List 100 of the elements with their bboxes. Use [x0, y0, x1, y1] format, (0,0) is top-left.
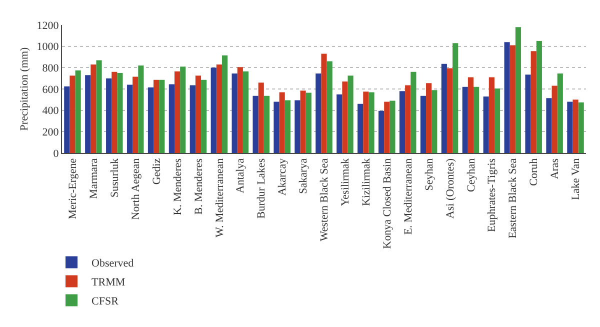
x-tick-label: North Aegean — [130, 158, 142, 220]
x-tick-label: Ceyhan — [465, 158, 478, 192]
x-tick-label: Seyhan — [423, 158, 436, 191]
bar — [432, 90, 438, 153]
bar — [264, 96, 270, 153]
bar — [70, 76, 76, 153]
bar — [306, 92, 312, 153]
bar — [274, 102, 280, 153]
bar — [557, 74, 563, 153]
y-tick-label: 400 — [42, 105, 60, 118]
bar — [368, 92, 374, 153]
bar — [405, 85, 411, 153]
bar — [106, 78, 112, 153]
bar — [494, 88, 500, 153]
bar — [410, 72, 416, 153]
bar — [258, 82, 264, 153]
bar — [232, 74, 238, 153]
bar — [384, 102, 390, 153]
bar — [390, 100, 396, 153]
bar — [474, 86, 480, 153]
bar — [452, 43, 458, 153]
bar — [64, 86, 70, 153]
y-tick-label: 800 — [42, 62, 60, 75]
bar — [222, 55, 228, 153]
y-tick-label: 0 — [53, 148, 60, 160]
x-tick-label: Asi (Orontes) — [444, 158, 456, 219]
bar — [363, 92, 369, 153]
bar — [578, 102, 584, 153]
bar — [112, 72, 118, 153]
bar — [348, 76, 354, 153]
bar — [237, 67, 243, 153]
bar — [210, 68, 216, 153]
bar — [195, 76, 202, 153]
bar — [546, 98, 552, 153]
legend-label: Observed — [92, 258, 134, 270]
bar — [159, 80, 165, 153]
x-tick-label: Marmara — [88, 158, 100, 199]
bar — [462, 86, 468, 153]
bar — [488, 77, 494, 153]
x-tick-label: Akarcay — [276, 158, 289, 196]
bar — [168, 84, 174, 153]
x-tick-label: Western Black Sea — [318, 158, 331, 242]
x-tick-label: Burdur Lakes — [256, 158, 268, 219]
legend-label: TRMM — [92, 276, 126, 289]
bar — [336, 94, 342, 153]
bar — [446, 68, 453, 153]
x-tick-label: Susurluk — [108, 158, 121, 198]
x-tick-label: Lake Van — [570, 158, 582, 200]
bar — [180, 66, 186, 153]
bar — [552, 86, 558, 153]
x-tick-label: Konya Closed Basin — [381, 158, 394, 249]
x-tick-label: Meric-Ergene — [67, 158, 80, 220]
bar — [321, 54, 327, 153]
x-tick-label: K. Menderes — [172, 158, 184, 216]
bar — [117, 73, 123, 153]
x-tick-label: Sakarya — [298, 158, 310, 194]
bar — [525, 74, 531, 153]
x-tick-label: B. Menderes — [192, 158, 205, 215]
bar — [174, 71, 180, 153]
bar — [510, 45, 516, 153]
bar — [342, 82, 348, 153]
bar — [300, 90, 306, 153]
bar — [154, 80, 160, 153]
bar — [326, 61, 332, 153]
y-tick-label: 600 — [42, 84, 60, 96]
bar — [358, 104, 364, 153]
bar — [441, 64, 447, 153]
y-axis-title: Precipitation (mm) — [18, 46, 30, 131]
x-tick-label: Antalya — [234, 158, 247, 194]
y-tick-label: 1000 — [36, 41, 60, 54]
bar — [483, 96, 489, 153]
bar — [126, 84, 133, 153]
bar — [132, 76, 138, 153]
bar — [536, 41, 542, 153]
bar — [504, 42, 510, 153]
x-tick-label: Euphrates-Tigris — [486, 158, 498, 232]
bar — [190, 85, 196, 153]
bar — [279, 92, 285, 153]
bar — [90, 64, 96, 153]
bar — [420, 96, 426, 153]
bar — [378, 110, 384, 153]
legend-label: CFSR — [92, 296, 120, 308]
x-tick-label: Kizilirmak — [360, 158, 372, 206]
x-tick-label: Coruh — [528, 158, 540, 186]
bar — [468, 77, 474, 153]
bar — [148, 87, 154, 153]
bar — [399, 91, 406, 153]
bar — [75, 70, 81, 153]
bar — [567, 102, 573, 153]
bar — [294, 100, 300, 153]
bar — [530, 51, 536, 153]
bar — [216, 64, 222, 153]
y-tick-label: 1200 — [36, 20, 60, 32]
bar — [316, 74, 322, 153]
bar — [201, 80, 207, 153]
bar — [252, 96, 258, 153]
bar — [138, 66, 144, 153]
x-tick-label: W. Mediterranean — [214, 158, 226, 238]
bar — [96, 60, 102, 153]
bar — [515, 27, 522, 153]
